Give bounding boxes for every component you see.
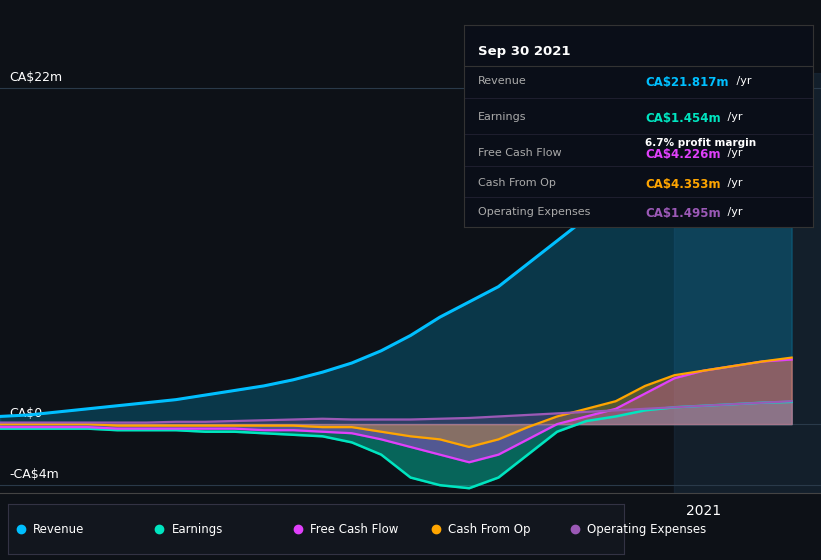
- Text: CA$1.495m: CA$1.495m: [645, 207, 721, 220]
- Text: CA$4.226m: CA$4.226m: [645, 148, 721, 161]
- Text: CA$21.817m: CA$21.817m: [645, 76, 729, 88]
- Text: Earnings: Earnings: [172, 522, 222, 536]
- Text: Revenue: Revenue: [33, 522, 85, 536]
- Text: Operating Expenses: Operating Expenses: [478, 207, 590, 217]
- Text: CA$1.454m: CA$1.454m: [645, 112, 721, 125]
- Text: Free Cash Flow: Free Cash Flow: [310, 522, 398, 536]
- Text: -CA$4m: -CA$4m: [9, 468, 59, 482]
- Text: /yr: /yr: [724, 207, 742, 217]
- Text: Cash From Op: Cash From Op: [448, 522, 531, 536]
- Text: /yr: /yr: [724, 112, 742, 122]
- Text: CA$0: CA$0: [9, 407, 43, 420]
- Text: Operating Expenses: Operating Expenses: [587, 522, 706, 536]
- Text: CA$22m: CA$22m: [9, 71, 62, 84]
- Bar: [674, 73, 821, 493]
- Text: /yr: /yr: [724, 148, 742, 158]
- Text: 6.7% profit margin: 6.7% profit margin: [645, 138, 756, 148]
- Text: CA$4.353m: CA$4.353m: [645, 179, 721, 192]
- Text: /yr: /yr: [724, 179, 742, 188]
- Text: Revenue: Revenue: [478, 76, 526, 86]
- Text: Free Cash Flow: Free Cash Flow: [478, 148, 562, 158]
- Text: /yr: /yr: [732, 76, 751, 86]
- Text: Earnings: Earnings: [478, 112, 526, 122]
- Text: Sep 30 2021: Sep 30 2021: [478, 45, 571, 58]
- Text: Cash From Op: Cash From Op: [478, 179, 556, 188]
